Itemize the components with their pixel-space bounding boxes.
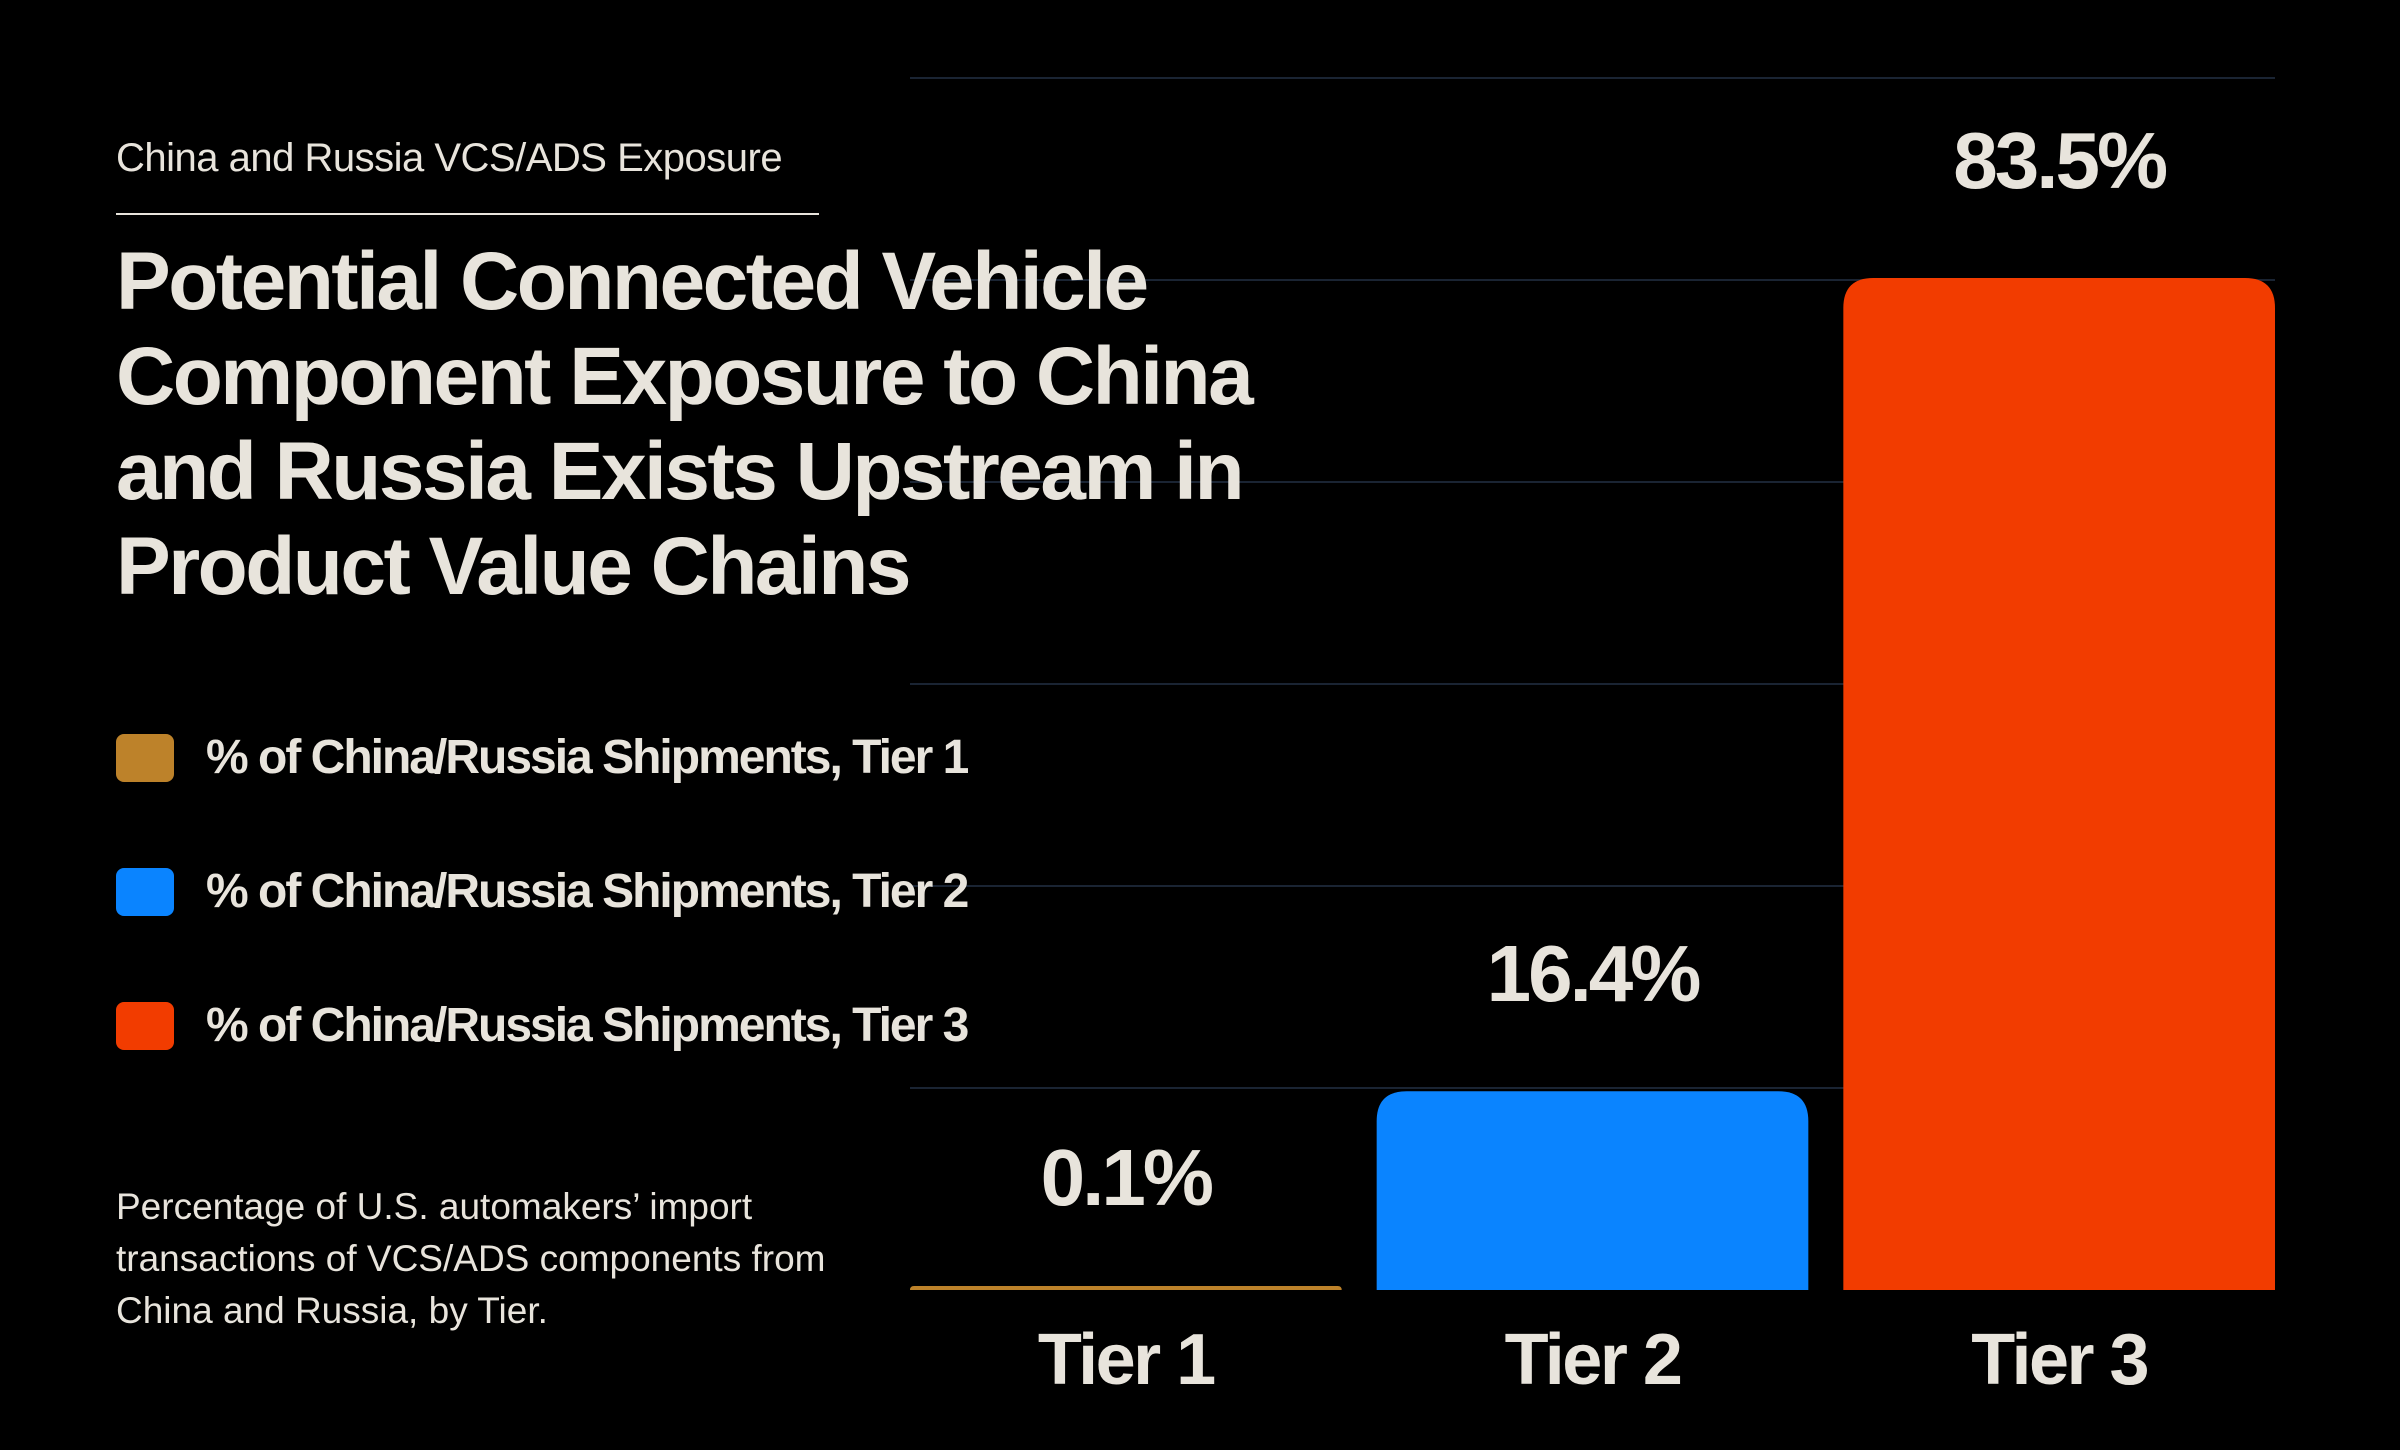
legend-swatch-tier-3 [116,1001,174,1050]
chart-eyebrow: China and Russia VCS/ADS Exposure [116,136,783,180]
legend-label-tier-1: % of China/Russia Shipments, Tier 1 [206,731,969,784]
bar-tier-2 [1376,1091,1809,1290]
value-label-tier-2: 16.4% [1487,929,1701,1018]
bars [910,278,2275,1290]
legend-label-tier-3: % of China/Russia Shipments, Tier 3 [206,999,969,1052]
tick-label-tier-2: Tier 2 [1505,1320,1681,1400]
value-label-tier-1: 0.1% [1041,1133,1213,1222]
eyebrow-divider [116,213,819,215]
tick-label-tier-3: Tier 3 [1971,1320,2147,1400]
chart-footnote: Percentage of U.S. automakers’ import tr… [116,1186,826,1331]
chart-title: Potential Connected Vehicle Component Ex… [116,236,1254,612]
legend-label-tier-2: % of China/Russia Shipments, Tier 2 [206,865,969,918]
x-axis-tick-labels: Tier 1 Tier 2 Tier 3 [1038,1320,2150,1400]
bar-tier-1 [910,1286,1342,1290]
legend-swatch-tier-2 [116,867,174,916]
legend-item-tier-2: % of China/Russia Shipments, Tier 2 [116,864,969,919]
legend-item-tier-1: % of China/Russia Shipments, Tier 1 [116,730,969,785]
value-labels: 0.1% 16.4% 83.5% [1041,116,2170,1222]
legend-swatch-tier-1 [116,733,174,782]
legend-item-tier-3: % of China/Russia Shipments, Tier 3 [116,998,969,1053]
value-label-tier-3: 83.5% [1953,116,2167,205]
bar-tier-3 [1843,278,2275,1290]
tick-label-tier-1: Tier 1 [1038,1320,1215,1400]
